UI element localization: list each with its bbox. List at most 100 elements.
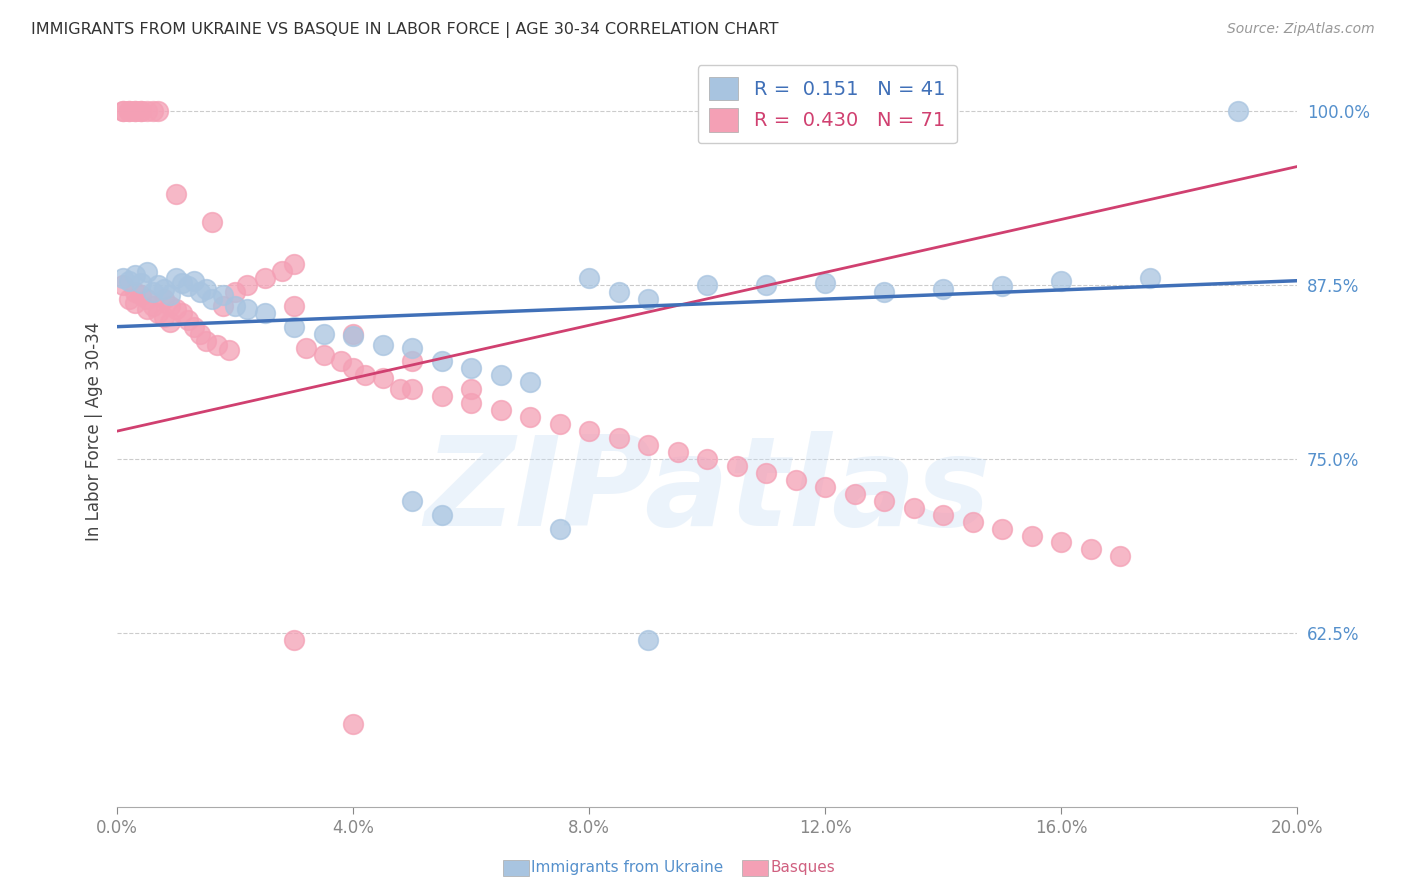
Point — [129, 287, 152, 301]
Point — [236, 301, 259, 316]
Point — [148, 277, 170, 292]
Point — [342, 361, 364, 376]
Point — [283, 319, 305, 334]
Point — [188, 285, 211, 299]
Point — [172, 277, 194, 291]
Point — [342, 716, 364, 731]
Point — [194, 334, 217, 348]
Point — [1050, 535, 1073, 549]
Point — [430, 389, 453, 403]
Point — [725, 458, 748, 473]
Point — [129, 103, 152, 118]
Text: IMMIGRANTS FROM UKRAINE VS BASQUE IN LABOR FORCE | AGE 30-34 CORRELATION CHART: IMMIGRANTS FROM UKRAINE VS BASQUE IN LAB… — [31, 22, 779, 38]
Point — [460, 361, 482, 376]
Point — [183, 274, 205, 288]
Point — [200, 292, 222, 306]
Point — [460, 382, 482, 396]
Text: Basques: Basques — [770, 861, 835, 875]
Point — [401, 382, 423, 396]
Point — [200, 215, 222, 229]
Point — [637, 292, 659, 306]
Point — [755, 277, 778, 292]
Legend: R =  0.151   N = 41, R =  0.430   N = 71: R = 0.151 N = 41, R = 0.430 N = 71 — [697, 65, 957, 144]
Point — [218, 343, 240, 358]
Point — [129, 103, 152, 118]
Point — [903, 500, 925, 515]
Point — [489, 368, 512, 383]
Point — [124, 285, 146, 299]
Point — [165, 301, 187, 316]
Point — [142, 285, 165, 299]
Point — [112, 271, 135, 285]
Point — [159, 287, 181, 301]
Point — [129, 277, 152, 291]
Point — [1109, 549, 1132, 564]
Y-axis label: In Labor Force | Age 30-34: In Labor Force | Age 30-34 — [86, 321, 103, 541]
Point — [844, 487, 866, 501]
Point — [224, 285, 246, 299]
Point — [962, 515, 984, 529]
Point — [118, 292, 141, 306]
Point — [118, 103, 141, 118]
Point — [124, 103, 146, 118]
Point — [666, 445, 689, 459]
Point — [519, 376, 541, 390]
Point — [165, 271, 187, 285]
Point — [312, 326, 335, 341]
Point — [271, 264, 294, 278]
Point — [401, 354, 423, 368]
Point — [578, 271, 600, 285]
Point — [519, 410, 541, 425]
Point — [401, 341, 423, 355]
Point — [342, 326, 364, 341]
Point — [401, 493, 423, 508]
Point — [489, 403, 512, 417]
Text: ZIPatlas: ZIPatlas — [425, 431, 990, 552]
Point — [354, 368, 377, 383]
Point — [330, 354, 353, 368]
Point — [932, 282, 955, 296]
Point — [460, 396, 482, 410]
Point — [194, 282, 217, 296]
Point — [142, 103, 165, 118]
Point — [873, 493, 896, 508]
Point — [118, 103, 141, 118]
Point — [207, 338, 229, 352]
Point — [159, 316, 181, 330]
Point — [165, 187, 187, 202]
Point — [932, 508, 955, 522]
Point — [312, 347, 335, 361]
Point — [873, 285, 896, 299]
Point — [637, 632, 659, 647]
Point — [153, 310, 176, 324]
Point — [188, 326, 211, 341]
Point — [142, 299, 165, 313]
Point — [755, 466, 778, 480]
Text: Immigrants from Ukraine: Immigrants from Ukraine — [531, 861, 724, 875]
Point — [148, 103, 170, 118]
Point — [135, 103, 157, 118]
Point — [153, 282, 176, 296]
Point — [118, 274, 141, 288]
Point — [183, 319, 205, 334]
Point — [1050, 274, 1073, 288]
Point — [172, 306, 194, 320]
Point — [112, 277, 135, 292]
Point — [578, 424, 600, 438]
Point — [283, 632, 305, 647]
Point — [135, 301, 157, 316]
Point — [430, 354, 453, 368]
Point — [342, 329, 364, 343]
Point — [991, 522, 1014, 536]
Point — [212, 287, 235, 301]
Point — [283, 257, 305, 271]
Point — [135, 265, 157, 279]
Point — [236, 277, 259, 292]
Point — [814, 480, 837, 494]
Point — [159, 299, 181, 313]
Point — [212, 299, 235, 313]
Point — [112, 103, 135, 118]
Point — [696, 452, 718, 467]
Point — [295, 341, 318, 355]
Point — [112, 103, 135, 118]
